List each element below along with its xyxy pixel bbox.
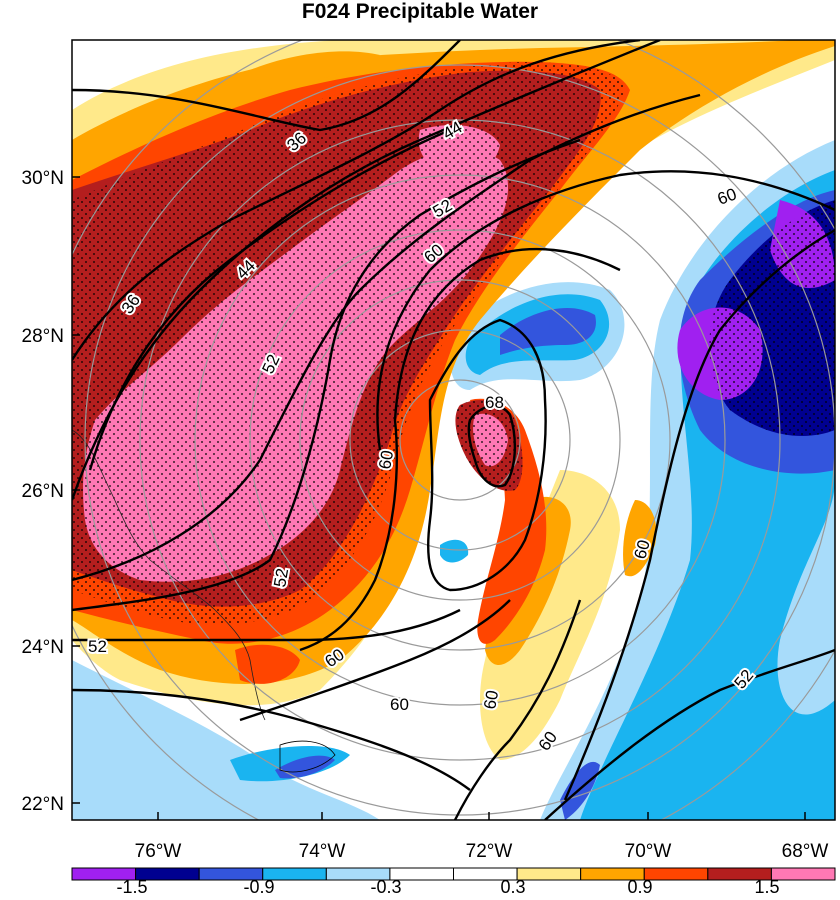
contour-60-southwest	[239, 599, 511, 722]
red-orange-south-patch	[235, 644, 300, 684]
contour-52-sw	[72, 608, 461, 642]
lat-label: 22°N	[22, 794, 64, 815]
colorbar-tick-label: -1.5	[116, 877, 147, 897]
contour-44-b	[88, 128, 451, 471]
contour-52-a	[72, 93, 701, 582]
lon-axis	[157, 812, 806, 820]
colorbar-swatch	[643, 867, 709, 881]
contour-60-center	[427, 318, 547, 592]
contour-60-b	[299, 247, 621, 652]
contour-44-a	[72, 40, 661, 501]
southeast-dark-blue	[560, 761, 600, 820]
contour-52-sw2	[72, 688, 471, 791]
plot-frame	[71, 39, 836, 821]
range-rings	[72, 40, 835, 820]
contour-label: 60	[480, 689, 502, 711]
colorbar-swatch	[516, 867, 582, 881]
colorbar-tick-label: 0.9	[627, 877, 652, 897]
lat-label: 28°N	[22, 326, 64, 347]
darkblue-sw-patch	[275, 755, 335, 779]
colorbar-swatch	[770, 867, 836, 881]
lon-label: 68°W	[782, 841, 829, 862]
lon-label: 76°W	[135, 841, 182, 862]
orange-east-patch	[623, 500, 657, 577]
lat-label: 24°N	[22, 637, 64, 658]
stipple-east	[709, 200, 835, 436]
colorbar	[71, 867, 836, 881]
colorbar-tick-label: 1.5	[754, 877, 779, 897]
contour-label: 52	[88, 637, 107, 656]
contour-label: 68	[485, 393, 504, 412]
contour-label: 60	[390, 695, 409, 714]
coastline	[72, 429, 266, 721]
light-blue-sw-region	[72, 660, 380, 820]
colorbar-tick-label: -0.9	[243, 877, 274, 897]
contour-36-lower	[72, 40, 641, 361]
colorbar-tick-label: -0.3	[370, 877, 401, 897]
contour-label: 52	[270, 567, 292, 589]
contour-label: 60	[375, 449, 397, 471]
lon-label: 74°W	[299, 841, 346, 862]
plot-title: F024 Precipitable Water	[301, 0, 539, 23]
contour-52-b	[72, 138, 581, 612]
stipple-center	[455, 400, 523, 491]
colorbar-tick-label: 0.3	[500, 877, 525, 897]
contour-36-upper	[72, 40, 461, 132]
yellow-east-spine	[480, 470, 620, 760]
plot-area	[72, 40, 835, 820]
contour-60-a	[376, 170, 835, 451]
red-orange-inner-spine	[470, 398, 547, 644]
lon-label: 72°W	[466, 841, 513, 862]
lat-label: 30°N	[22, 168, 64, 189]
center-dark-blue-ring	[500, 307, 596, 355]
contour-60-south	[453, 599, 582, 820]
contour-52-southeast	[544, 648, 835, 820]
lat-label: 26°N	[22, 481, 64, 502]
lon-label: 70°W	[625, 841, 672, 862]
lat-axis	[72, 176, 80, 804]
orange-north-streak	[250, 51, 380, 90]
stipple-region	[72, 62, 625, 625]
pw-contours	[72, 40, 835, 820]
center-blue-spot	[440, 539, 469, 563]
contour-68	[467, 404, 517, 488]
contour-60-east	[563, 228, 835, 801]
sw-patch-outline	[279, 740, 336, 773]
